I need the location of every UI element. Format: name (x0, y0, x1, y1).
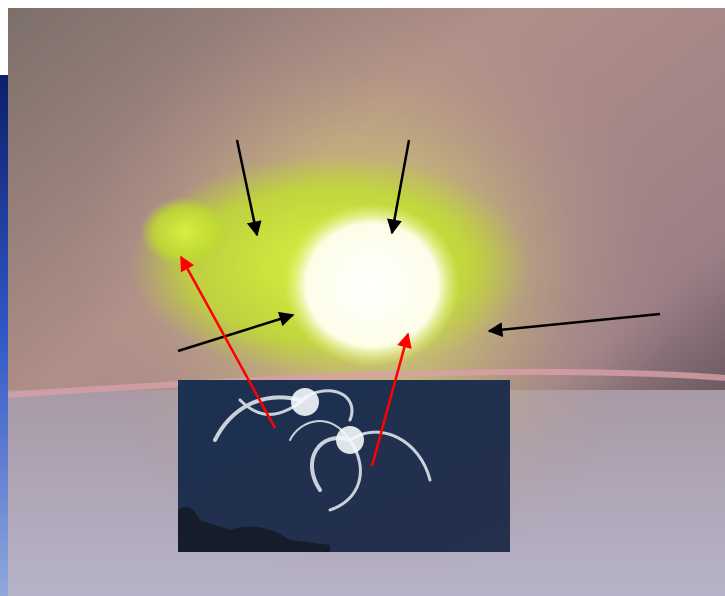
inset-image (178, 380, 510, 552)
arrow (235, 139, 262, 237)
horizon (7, 368, 725, 398)
arrow (387, 139, 411, 235)
arrow (177, 311, 295, 353)
arrows (177, 139, 661, 467)
small-glow (140, 197, 230, 267)
red-arrow (179, 255, 277, 429)
bright-core (284, 203, 460, 367)
red-arrow (370, 332, 412, 467)
arrow (487, 312, 661, 338)
